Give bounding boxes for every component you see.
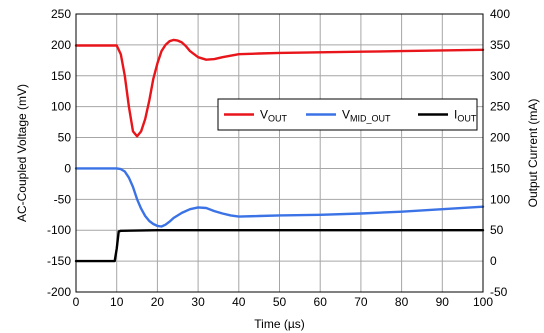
x-tick-label: 90 xyxy=(436,295,450,309)
y-axis-right-label: Output Current (mA) xyxy=(526,99,540,208)
y-left-tick-label: -200 xyxy=(47,285,71,299)
y-left-tick-label: -150 xyxy=(47,254,71,268)
x-tick-label: 20 xyxy=(151,295,165,309)
y-left-tick-label: 0 xyxy=(64,161,71,175)
legend-label: IOUT xyxy=(454,108,477,124)
y-left-tick-label: 100 xyxy=(51,100,71,114)
series-line-v-out xyxy=(74,38,485,138)
x-tick-label: 30 xyxy=(191,295,205,309)
y-left-tick-label: 200 xyxy=(51,38,71,52)
series-line-i-out xyxy=(74,228,485,263)
y-right-tick-label: 50 xyxy=(490,223,504,237)
y-left-tick-label: -100 xyxy=(47,223,71,237)
y-right-tick-label: 350 xyxy=(490,38,510,52)
y-right-tick-label: -50 xyxy=(490,285,508,299)
x-tick-label: 0 xyxy=(73,295,80,309)
x-tick-label: 10 xyxy=(110,295,124,309)
x-tick-label: 50 xyxy=(273,295,287,309)
y-right-tick-label: 200 xyxy=(490,131,510,145)
y-left-tick-label: 50 xyxy=(58,131,72,145)
y-left-tick-label: -50 xyxy=(54,192,72,206)
x-tick-label: 70 xyxy=(354,295,368,309)
y-right-tick-label: 0 xyxy=(490,254,497,268)
x-tick-label: 60 xyxy=(314,295,328,309)
x-axis-label: Time (µs) xyxy=(254,317,304,331)
y-left-tick-label: 250 xyxy=(51,7,71,21)
x-tick-label: 40 xyxy=(232,295,246,309)
x-tick-label: 100 xyxy=(473,295,493,309)
plot-frame xyxy=(75,13,484,293)
legend-label: VOUT xyxy=(260,108,288,124)
y-axis-left-label: AC-Coupled Voltage (mV) xyxy=(15,84,29,222)
tick-labels: 0 10 20 30 40 50 60 70 80 90 100 -200 -150 -100 -50 0 50… xyxy=(47,7,510,309)
series-layer xyxy=(74,38,485,263)
y-right-tick-label: 300 xyxy=(490,69,510,83)
series-line-v-mid-out xyxy=(74,167,485,228)
x-tick-label: 80 xyxy=(395,295,409,309)
y-right-tick-label: 400 xyxy=(490,7,510,21)
y-right-tick-label: 250 xyxy=(490,100,510,114)
y-right-tick-label: 150 xyxy=(490,161,510,175)
legend-label: VMID_OUT xyxy=(342,108,391,124)
legend: VOUT VMID_OUT IOUT xyxy=(217,98,478,131)
y-left-tick-label: 150 xyxy=(51,69,71,83)
y-right-tick-label: 100 xyxy=(490,192,510,206)
grid-lines xyxy=(76,14,483,292)
